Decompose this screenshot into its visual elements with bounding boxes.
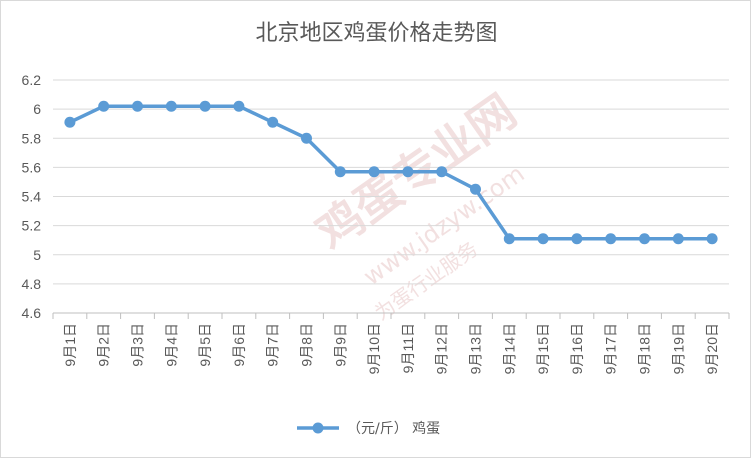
data-point: [639, 233, 650, 245]
data-point: [571, 233, 583, 245]
data-point: [470, 183, 481, 195]
x-tick-label: 9月2日: [96, 323, 112, 367]
x-tick-label: 9月6日: [231, 323, 247, 367]
data-point: [132, 100, 143, 112]
y-tick-label: 5.8: [22, 130, 42, 146]
y-tick-label: 4.8: [22, 276, 42, 292]
chart-title: 北京地区鸡蛋价格走势图: [255, 21, 498, 46]
data-point: [165, 100, 177, 112]
y-tick-label: 5: [33, 247, 41, 263]
x-tick-label: 9月7日: [265, 323, 281, 367]
x-tick-label: 9月12日: [434, 323, 450, 374]
y-tick-label: 5.4: [22, 189, 42, 205]
data-point: [706, 233, 718, 245]
x-tick-label: 9月8日: [299, 323, 315, 367]
x-tick-label: 9月20日: [704, 323, 720, 374]
x-tick-label: 9月13日: [468, 323, 484, 374]
x-tick-label: 9月17日: [603, 323, 619, 374]
y-tick-label: 6.2: [22, 72, 42, 88]
legend: （元/斤） 鸡蛋: [297, 420, 440, 437]
x-tick-label: 9月14日: [501, 323, 517, 374]
series-line: [69, 104, 713, 241]
data-point: [402, 166, 414, 178]
y-tick-label: 5.6: [22, 159, 42, 175]
y-axis: 4.6 4.8 5 5.2 5.4 5.6 5.8 6 6.2: [22, 72, 42, 321]
data-point: [537, 233, 549, 245]
x-tick-label: 9月16日: [569, 323, 585, 374]
data-point: [436, 166, 448, 178]
x-tick-label: 9月15日: [535, 323, 551, 374]
x-tick-label: 9月4日: [163, 323, 179, 367]
y-tick-label: 4.6: [22, 305, 42, 321]
series: [64, 100, 718, 245]
x-tick-label: 9月11日: [400, 323, 416, 373]
y-tick-label: 6: [33, 101, 41, 117]
data-point: [199, 100, 211, 112]
data-point: [503, 233, 515, 245]
x-axis: 9月1日 9月2日 9月3日 9月4日 9月5日 9月6日 9月7日 9月8日 9月9日 9月10…: [52, 312, 730, 374]
x-tick-label: 9月3日: [130, 323, 146, 367]
x-tick-label: 9月10日: [366, 323, 382, 374]
data-point: [605, 233, 617, 245]
data-point: [233, 100, 245, 112]
x-tick-label: 9月18日: [637, 323, 653, 374]
data-point: [334, 166, 346, 178]
data-point: [267, 116, 279, 128]
data-point: [672, 233, 684, 245]
x-tick-label: 9月19日: [670, 323, 686, 374]
x-tick-label: 9月1日: [62, 323, 78, 367]
y-tick-label: 5.2: [22, 218, 42, 234]
data-point: [64, 116, 76, 128]
legend-label: （元/斤） 鸡蛋: [347, 420, 440, 437]
data-point: [98, 100, 110, 112]
data-point: [301, 132, 312, 144]
x-tick-label: 9月9日: [332, 323, 348, 367]
legend-marker: [312, 422, 324, 434]
data-point: [368, 166, 380, 178]
x-tick-label: 9月5日: [197, 323, 213, 367]
